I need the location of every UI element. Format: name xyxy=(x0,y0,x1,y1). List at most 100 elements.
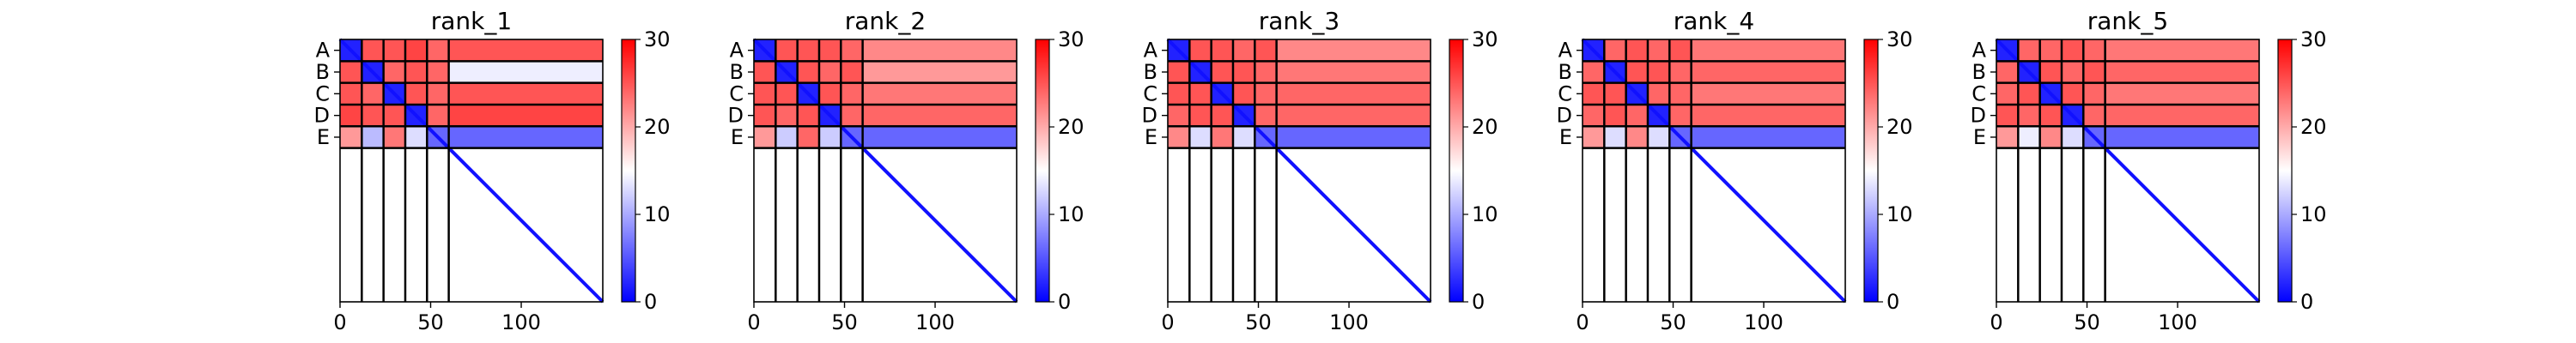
heatmap-block-A-1 xyxy=(361,39,385,62)
plot-frame xyxy=(1167,39,1431,303)
heatmap-block-D-2 xyxy=(797,104,820,127)
colorbar-tick-label: 10 xyxy=(1886,202,1913,226)
chain-boundary-lines xyxy=(340,39,603,302)
colorbar-tick-label: 10 xyxy=(644,202,671,226)
chain-label-B: B xyxy=(1144,60,1157,84)
heatmap-block-A-2 xyxy=(383,39,406,62)
chain-label-C: C xyxy=(1558,81,1572,105)
heatmap-block-B-5 xyxy=(448,61,604,84)
heatmap-block-B-4 xyxy=(1255,61,1278,84)
heatmap-block-A-2 xyxy=(1211,39,1234,62)
heatmap-block-A-2 xyxy=(1625,39,1649,62)
heatmap-block-C-5 xyxy=(2105,82,2260,105)
heatmap-block-A-4 xyxy=(841,39,864,62)
heatmap-block-C-4 xyxy=(2083,82,2106,105)
heatmap-block-D-1 xyxy=(361,104,385,127)
heatmap-block-A-4 xyxy=(1669,39,1692,62)
heatmap-cells xyxy=(1996,39,2260,149)
heatmap-block-E-3 xyxy=(404,126,428,149)
heatmap-block-D-4 xyxy=(1669,104,1692,127)
x-tick-label: 0 xyxy=(747,310,760,334)
heatmap-block-C-1 xyxy=(1189,82,1212,105)
heatmap-block-C-5 xyxy=(448,82,604,105)
chain-label-C: C xyxy=(315,81,330,105)
heatmap-block-E-2 xyxy=(797,126,820,149)
heatmap-block-E-5 xyxy=(448,126,604,149)
colorbar-tick-label: 20 xyxy=(1886,115,1913,139)
heatmap-block-B-5 xyxy=(2105,61,2260,84)
heatmap-block-D-5 xyxy=(448,104,604,127)
heatmap-block-C-4 xyxy=(841,82,864,105)
heatmap-block-D-2 xyxy=(2039,104,2063,127)
heatmap-block-E-3 xyxy=(1232,126,1255,149)
chain-boundary-lines xyxy=(1996,39,2259,302)
heatmap-block-D-0 xyxy=(1996,104,2019,127)
x-tick-label: 0 xyxy=(1990,310,2002,334)
heatmap-cells xyxy=(340,39,604,149)
plot-frame xyxy=(339,39,604,303)
panel-title: rank_4 xyxy=(1674,7,1754,35)
chain-label-D: D xyxy=(1142,104,1157,128)
heatmap-block-D-1 xyxy=(2018,104,2041,127)
heatmap-block-E-3 xyxy=(818,126,841,149)
colorbar-tick-label: 30 xyxy=(1058,27,1084,51)
heatmap-block-A-2 xyxy=(2039,39,2063,62)
heatmap-block-C-4 xyxy=(1669,82,1692,105)
colorbar: 0 10 20 30 xyxy=(2277,27,2327,314)
heatmap-block-B-5 xyxy=(862,61,1018,84)
heatmap-block-C-1 xyxy=(775,82,799,105)
x-tick-label: 0 xyxy=(333,310,346,334)
heatmap-block-D-2 xyxy=(1211,104,1234,127)
heatmap-block-E-5 xyxy=(1691,126,1846,149)
heatmap-block-C-4 xyxy=(1255,82,1278,105)
heatmap-block-C-3 xyxy=(404,82,428,105)
panel-title: rank_3 xyxy=(1259,7,1340,35)
heatmap-block-C-3 xyxy=(818,82,841,105)
heatmap-block-E-0 xyxy=(754,126,776,149)
heatmap-block-C-0 xyxy=(1583,82,1605,105)
colorbar-gradient xyxy=(1035,39,1050,303)
heatmap-block-A-5 xyxy=(1691,39,1846,62)
chain-label-B: B xyxy=(730,60,744,84)
heatmap-block-B-4 xyxy=(427,61,450,84)
heatmap-block-B-0 xyxy=(1168,61,1190,84)
heatmap-block-D-1 xyxy=(1189,104,1212,127)
colorbar-tick-label: 30 xyxy=(2300,27,2327,51)
heatmap-block-A-1 xyxy=(775,39,799,62)
x-tick-label: 100 xyxy=(2158,310,2197,334)
heatmap-block-E-0 xyxy=(1168,126,1190,149)
heatmap-block-E-0 xyxy=(1996,126,2019,149)
heatmap-block-E-3 xyxy=(1647,126,1670,149)
heatmap-block-C-0 xyxy=(1168,82,1190,105)
colorbar-tick-label: 0 xyxy=(644,290,657,314)
plot-frame xyxy=(753,39,1018,303)
heatmap-block-D-4 xyxy=(841,104,864,127)
heatmap-block-B-0 xyxy=(340,61,362,84)
heatmap-block-E-2 xyxy=(1625,126,1649,149)
heatmap-block-E-1 xyxy=(361,126,385,149)
x-tick-label: 50 xyxy=(417,310,444,334)
heatmap-block-A-3 xyxy=(2061,39,2084,62)
colorbar: 0 10 20 30 xyxy=(1449,27,1498,314)
chain-label-E: E xyxy=(317,125,330,149)
chain-boundary-lines xyxy=(1583,39,1845,302)
heatmap-block-B-4 xyxy=(841,61,864,84)
heatmap-block-E-1 xyxy=(2018,126,2041,149)
heatmap-block-B-3 xyxy=(2061,61,2084,84)
heatmap-cells xyxy=(1583,39,1846,149)
chain-label-D: D xyxy=(1557,104,1572,128)
heatmap-block-E-2 xyxy=(383,126,406,149)
heatmap-block-E-0 xyxy=(340,126,362,149)
chain-label-D: D xyxy=(1971,104,1986,128)
heatmap-block-B-5 xyxy=(1276,61,1431,84)
chain-boundary-lines xyxy=(754,39,1017,302)
colorbar-tick-label: 10 xyxy=(1472,202,1498,226)
heatmap-block-C-3 xyxy=(1232,82,1255,105)
colorbar-tick-label: 20 xyxy=(2300,115,2327,139)
chain-label-D: D xyxy=(314,104,330,128)
heatmap-block-D-0 xyxy=(754,104,776,127)
heatmap-block-D-0 xyxy=(1583,104,1605,127)
